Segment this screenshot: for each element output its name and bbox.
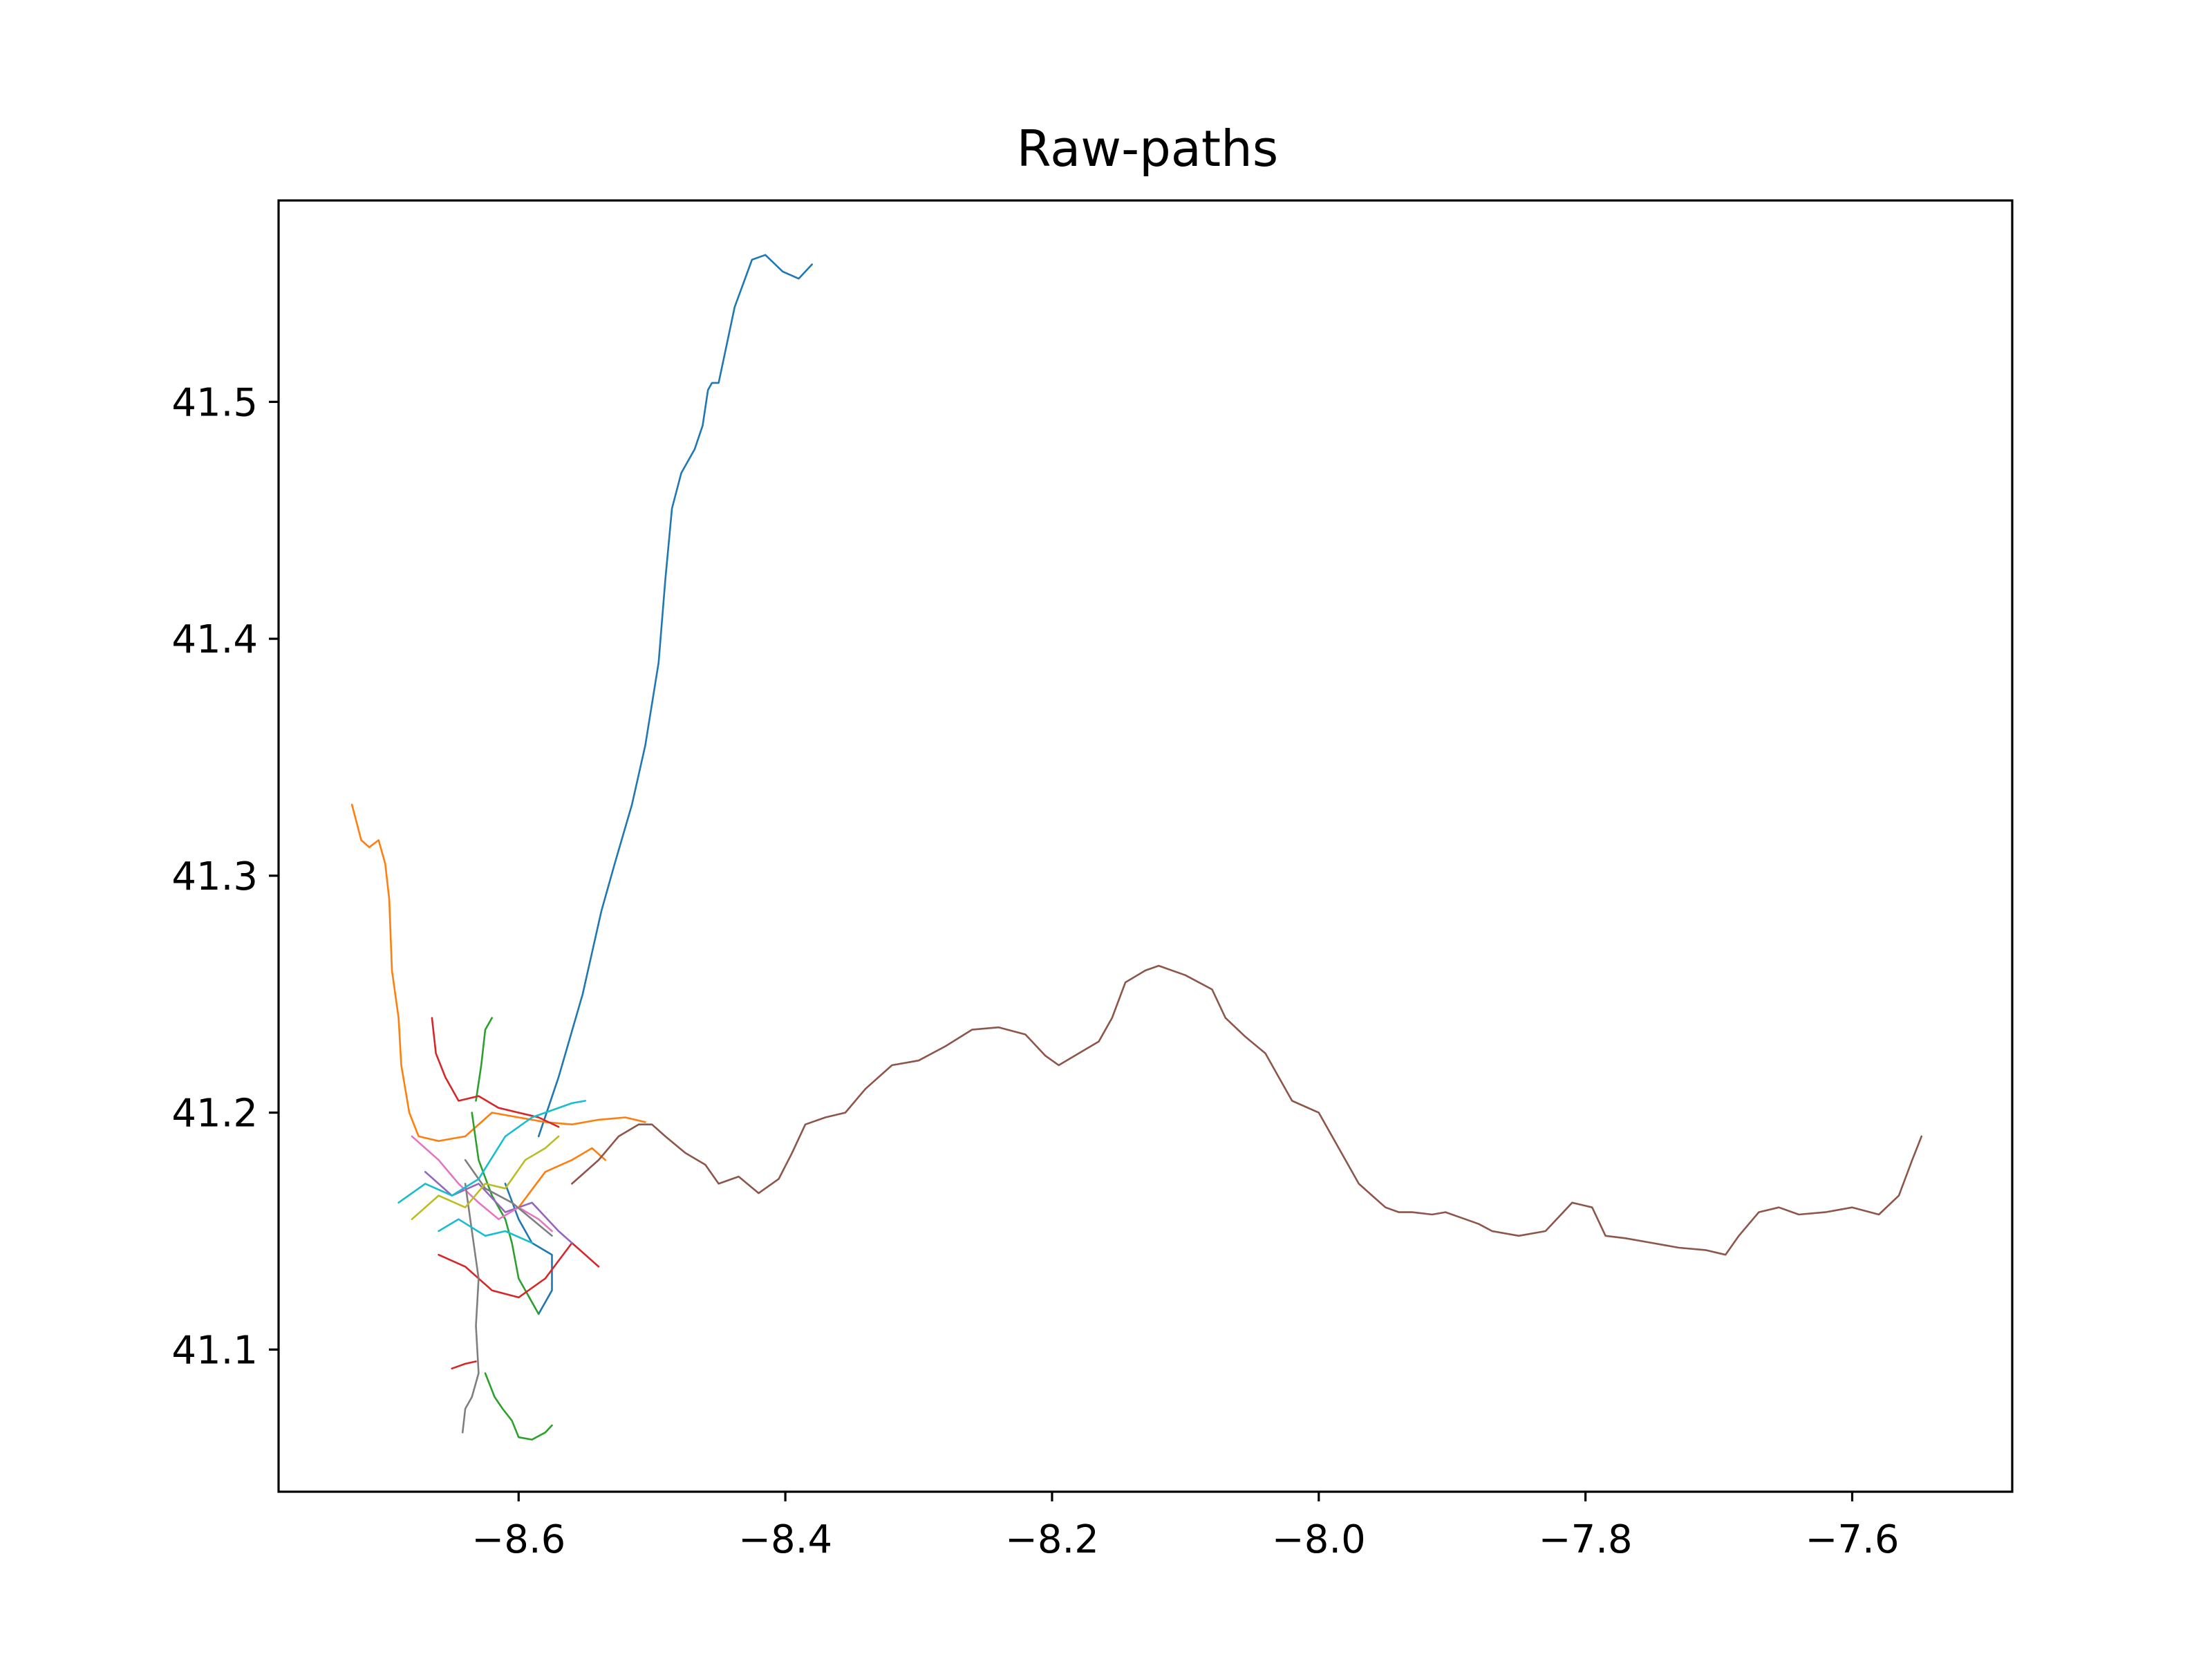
- paths-group: [350, 254, 1923, 1441]
- x-tick-label: −8.0: [1272, 1517, 1366, 1562]
- path-0: [537, 254, 813, 1138]
- path-7: [431, 1017, 560, 1128]
- x-tick-label: −7.8: [1539, 1517, 1633, 1562]
- path-4: [471, 1112, 540, 1315]
- path-9: [451, 1360, 477, 1370]
- y-tick-label: 41.5: [171, 380, 258, 425]
- y-axis: 41.1 41.2 41.3 41.4 41.5: [171, 380, 279, 1373]
- x-tick-label: −8.6: [471, 1517, 565, 1562]
- path-14: [464, 1159, 553, 1237]
- path-5: [484, 1372, 553, 1441]
- path-17: [438, 1218, 533, 1244]
- chart-title: Raw-paths: [1017, 120, 1279, 178]
- path-6: [475, 1017, 494, 1102]
- x-tick-label: −8.4: [738, 1517, 832, 1562]
- y-tick-label: 41.1: [171, 1328, 258, 1373]
- y-tick-label: 41.4: [171, 617, 258, 662]
- path-13: [461, 1183, 480, 1434]
- x-tick-label: −7.6: [1806, 1517, 1900, 1562]
- path-3: [517, 1147, 607, 1208]
- path-11: [571, 964, 1923, 1256]
- x-tick-label: −8.2: [1005, 1517, 1099, 1562]
- path-12: [411, 1135, 553, 1232]
- path-2: [350, 803, 646, 1142]
- path-15: [411, 1135, 560, 1221]
- path-16: [397, 1100, 587, 1204]
- plot-frame: [277, 199, 2014, 1493]
- y-tick-label: 41.2: [171, 1091, 258, 1136]
- y-tick-label: 41.3: [171, 854, 258, 899]
- path-1: [504, 1183, 553, 1315]
- path-8: [438, 1241, 600, 1299]
- x-axis: −8.6 −8.4 −8.2 −8.0 −7.8 −7.6: [471, 1492, 1899, 1562]
